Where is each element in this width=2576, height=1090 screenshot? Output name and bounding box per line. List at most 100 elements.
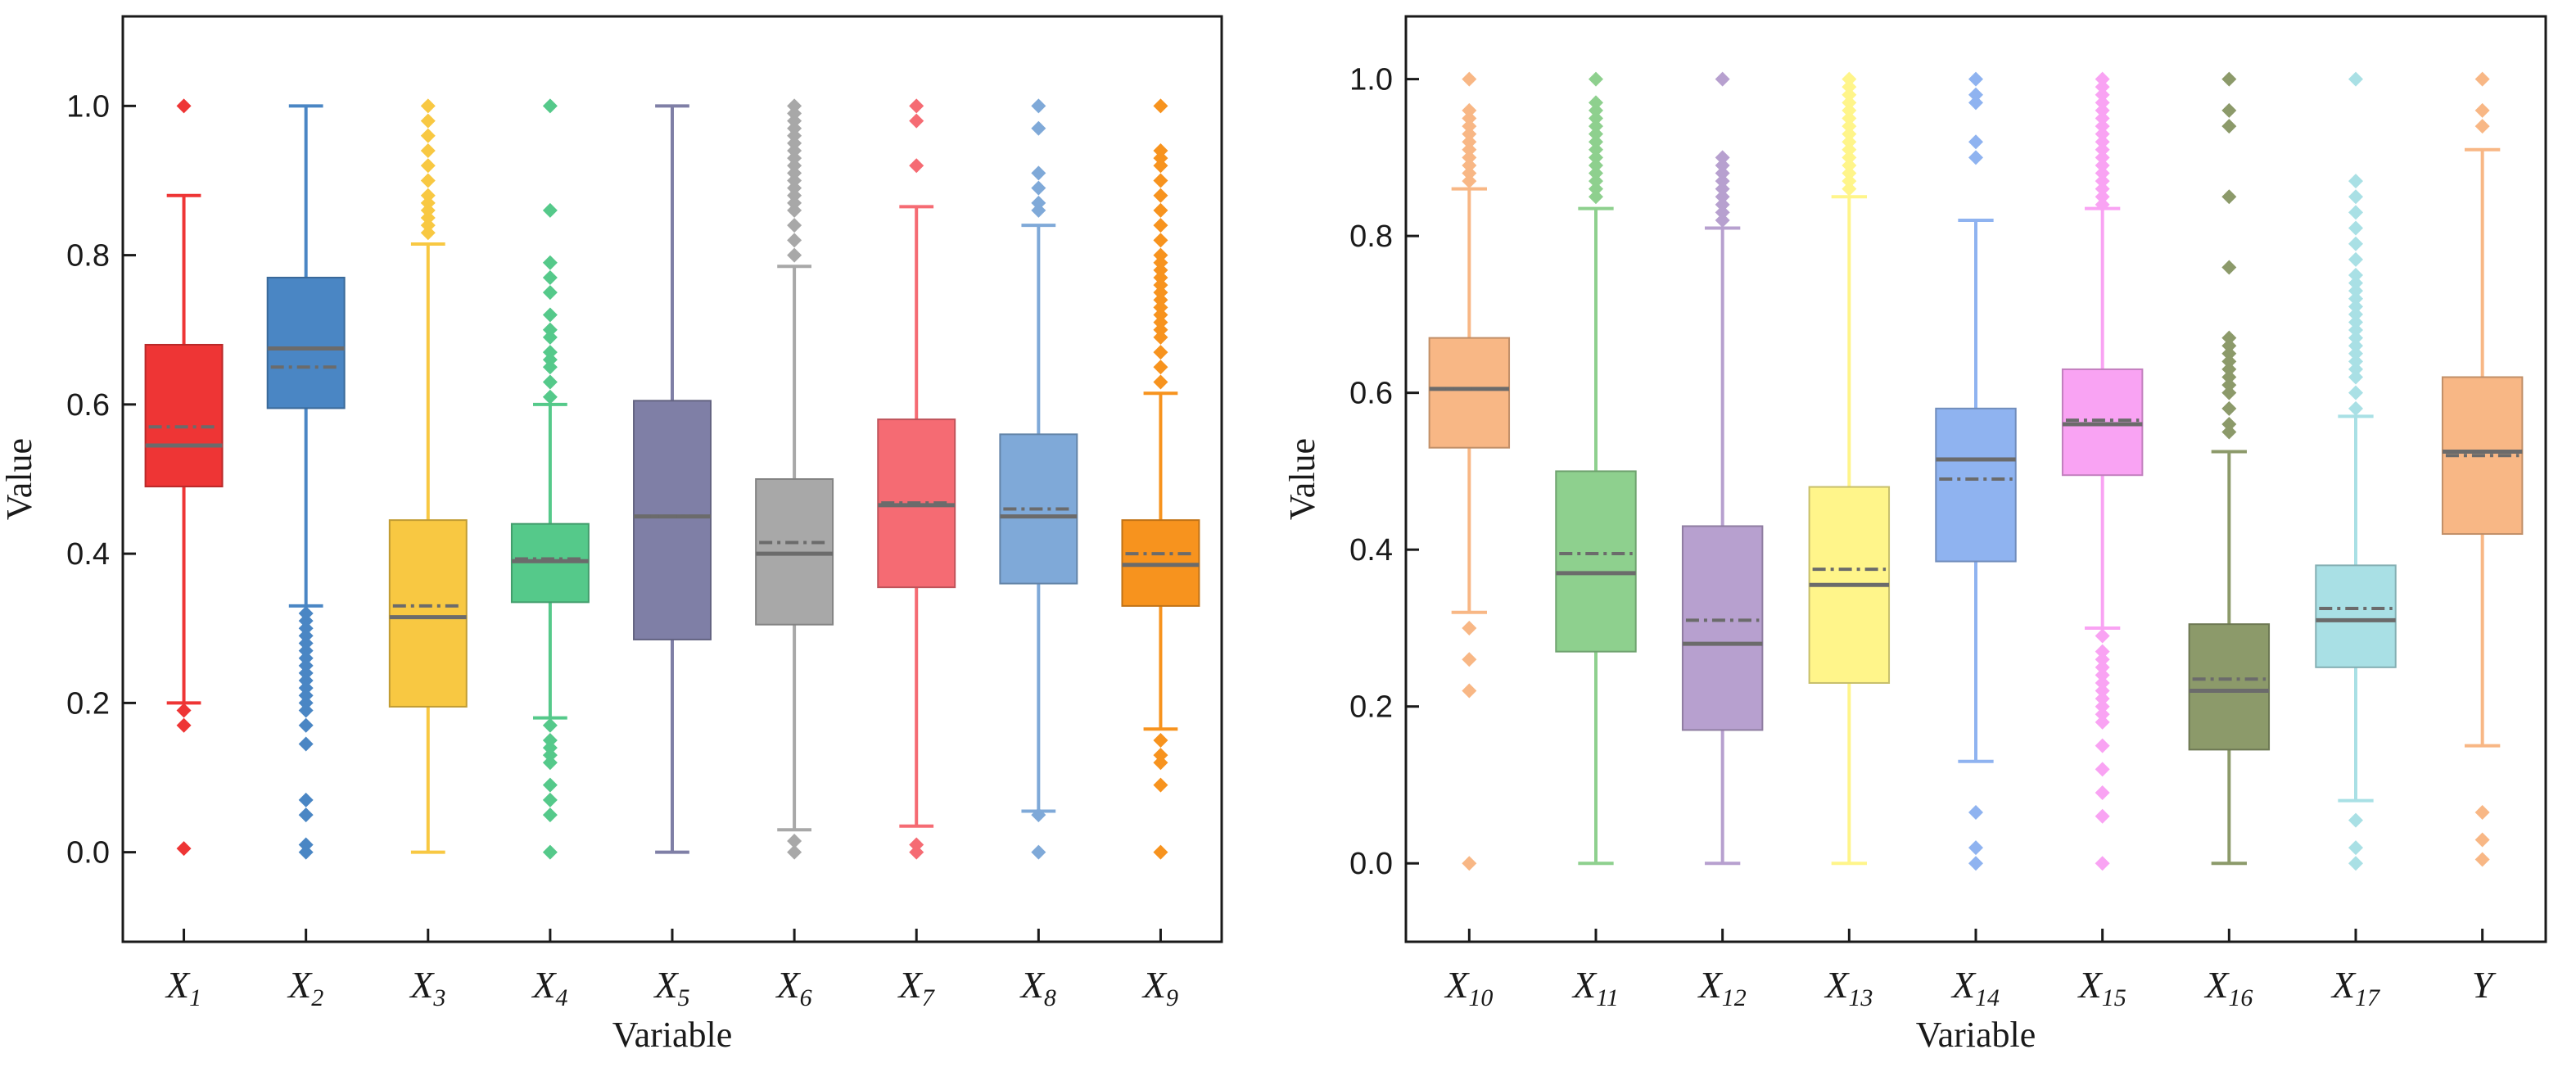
outlier-point (2095, 134, 2110, 150)
outlier-point (176, 98, 192, 114)
outlier-point (787, 113, 802, 129)
outlier-point (2348, 189, 2363, 205)
outlier-point (542, 748, 558, 763)
outlier-point (2348, 354, 2363, 369)
outlier-point (1589, 102, 1603, 118)
outlier-point (1153, 255, 1168, 270)
outlier-point (2095, 150, 2110, 165)
outlier-point (298, 658, 314, 673)
outlier-point (298, 695, 314, 711)
outlier-point (1462, 174, 1477, 189)
outlier-point (2348, 840, 2363, 856)
outlier-point (542, 269, 558, 285)
outlier-point (1462, 652, 1477, 667)
iqr-box (1935, 407, 2017, 563)
x-tick-label: X7 (897, 964, 936, 1011)
outlier-point (1842, 111, 1857, 126)
outlier-point (1968, 804, 1983, 820)
outlier-point (542, 777, 558, 793)
outlier-point (2095, 126, 2110, 142)
outlier-point (787, 151, 802, 166)
outlier-point (2348, 174, 2363, 189)
outlier-point (2221, 189, 2237, 205)
y-tick-label: 0.2 (1349, 690, 1393, 725)
outlier-point (1589, 71, 1603, 87)
outlier-point (2095, 102, 2110, 118)
outlier-point (1715, 150, 1730, 165)
outlier-point (2221, 385, 2237, 400)
outlier-point (1031, 807, 1046, 823)
outlier-point (1589, 157, 1603, 173)
outlier-point (298, 807, 314, 823)
outlier-point (298, 628, 314, 644)
outlier-point (1842, 87, 1857, 102)
outlier-point (1031, 180, 1046, 196)
outlier-point (1842, 79, 1857, 95)
outlier-point (1968, 150, 1983, 165)
y-tick-label: 0.0 (66, 836, 110, 871)
outlier-point (787, 844, 802, 860)
outlier-point (2095, 675, 2110, 690)
outlier-point (2095, 785, 2110, 801)
outlier-point (2348, 400, 2363, 416)
outlier-point (2095, 707, 2110, 722)
outlier-point (2221, 416, 2237, 432)
outlier-point (1462, 165, 1477, 181)
box-x10: X10 (1428, 71, 1511, 1011)
outlier-point (1153, 285, 1168, 301)
outlier-point (1153, 748, 1168, 763)
outlier-point (2474, 852, 2490, 867)
x-tick-label: X9 (1141, 964, 1178, 1011)
outlier-point (1589, 111, 1603, 126)
outlier-point (2095, 174, 2110, 189)
outlier-point (1589, 165, 1603, 181)
outlier-point (909, 158, 924, 174)
outlier-point (1153, 151, 1168, 166)
outlier-point (1153, 314, 1168, 330)
outlier-point (1031, 98, 1046, 114)
outlier-point (1153, 202, 1168, 218)
y-tick-label: 1.0 (1349, 63, 1393, 97)
outlier-point (2348, 812, 2363, 828)
box-x2: X2 (266, 104, 346, 1011)
chart-panel-1: 0.0 0.2 0.4 0.6 0.8 1.0 Value Variable X1 X2 X3 X4 X… (0, 15, 1223, 1055)
box-x13: X13 (1808, 71, 1891, 1011)
x-tick-label: X10 (1444, 964, 1493, 1011)
outlier-point (2095, 165, 2110, 181)
outlier-point (176, 841, 192, 857)
outlier-point (2095, 652, 2110, 667)
outlier-point (787, 247, 802, 263)
outlier-point (420, 173, 436, 188)
box-x16: X16 (2188, 71, 2271, 1011)
outlier-point (542, 732, 558, 748)
outlier-point (2095, 667, 2110, 683)
outlier-point (2348, 856, 2363, 871)
outlier-point (1462, 150, 1477, 165)
outlier-point (1153, 374, 1168, 390)
outlier-point (2095, 659, 2110, 675)
outlier-point (2348, 71, 2363, 87)
iqr-box (2315, 564, 2397, 668)
outlier-point (542, 792, 558, 807)
outlier-point (1153, 278, 1168, 293)
outlier-point (2095, 683, 2110, 699)
iqr-box (1428, 337, 1511, 449)
outlier-point (298, 643, 314, 658)
box-y: Y (2441, 71, 2524, 1006)
outlier-point (298, 650, 314, 666)
outlier-point (1462, 126, 1477, 142)
outlier-point (1153, 188, 1168, 203)
outlier-point (2095, 628, 2110, 644)
outlier-point (1153, 844, 1168, 860)
outlier-point (2095, 181, 2110, 197)
x-tick-label: X8 (1019, 964, 1056, 1011)
outlier-point (1031, 844, 1046, 860)
outlier-point (1153, 732, 1168, 748)
y-tick-label: 0.4 (1349, 533, 1393, 568)
iqr-box (144, 343, 224, 488)
outlier-point (1031, 165, 1046, 181)
outlier-point (1589, 181, 1603, 197)
outlier-point (298, 621, 314, 636)
iqr-box (388, 519, 468, 708)
